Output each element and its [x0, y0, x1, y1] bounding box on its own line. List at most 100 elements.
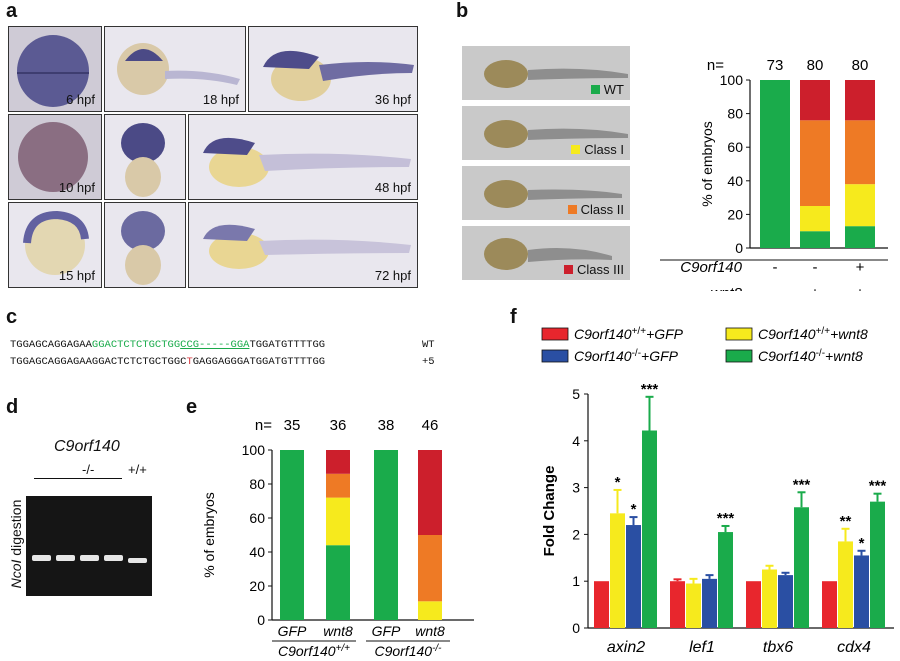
gel-ylabel: NcoI digestion: [8, 499, 24, 589]
embryo-image-15hpf: 15 hpf: [8, 202, 102, 288]
bar-segment: [280, 450, 304, 620]
embryo-image-72hpf: 72 hpf: [188, 202, 418, 288]
embryo-dorsal-icon: [121, 211, 165, 285]
row-value: +: [856, 259, 865, 276]
bar-segment: [326, 450, 350, 474]
bar-segment: [418, 450, 442, 535]
bar: [610, 513, 625, 628]
gel-bands-icon: [32, 555, 147, 563]
y-axis-label: % of embryos: [201, 492, 217, 578]
bar-segment: [800, 120, 830, 206]
embryo-image-72hpf-dorsal: [104, 202, 186, 288]
significance-label: ***: [793, 476, 811, 493]
embryo-larva-icon: [263, 50, 414, 101]
row-value: -: [773, 285, 778, 291]
sequence-wt-label: WT: [422, 339, 435, 351]
bar: [702, 578, 717, 628]
bar: [642, 430, 657, 628]
gel-genotype-mutant: -/-: [82, 462, 95, 477]
gel-genotype-wt: +/+: [128, 462, 147, 477]
significance-label: ***: [717, 510, 735, 527]
panel-c-label: c: [6, 306, 18, 328]
embryo-sphere-icon: [17, 35, 89, 107]
class-label: Class II: [580, 202, 624, 217]
n-value: 46: [422, 417, 439, 434]
larva-photo-class-1: Class I: [462, 106, 630, 160]
larva-icon: [484, 180, 622, 208]
n-value: 73: [767, 57, 784, 74]
bar-segment: [326, 545, 350, 620]
y-tick-label: 0: [257, 612, 265, 628]
row-value: -: [813, 259, 818, 276]
significance-label: *: [631, 501, 637, 518]
bar: [718, 532, 733, 628]
category-label: tbx6: [763, 639, 793, 656]
category-label: wnt8: [415, 623, 445, 639]
bar-segment: [845, 80, 875, 121]
seq-segment-target: GGACTCTCTGCTGG: [91, 339, 181, 351]
larva-photo-class-2: Class II: [462, 166, 630, 220]
y-tick-label: 3: [572, 480, 580, 496]
legend-swatch: [541, 327, 569, 341]
y-tick-label: 40: [249, 544, 265, 560]
panel-b-label: b: [456, 0, 469, 22]
larva-icon: [484, 120, 628, 148]
group-label: C9orf140-/-: [374, 643, 442, 660]
bar: [870, 501, 885, 628]
bar-segment: [845, 226, 875, 248]
group-label: C9orf140+/+: [278, 643, 350, 660]
bar-segment: [845, 120, 875, 185]
y-tick-label: 60: [727, 139, 743, 155]
seq-segment: TGGAGCAGGAGAAGGACTCTCTGCTGGC: [10, 356, 187, 368]
gel-image: [26, 496, 152, 596]
sequence-mutant-label: +5: [422, 356, 435, 368]
category-label: wnt8: [323, 623, 353, 639]
chart-f: C9orf140+/++GFP C9orf140-/-+GFP C9orf140+/…: [541, 326, 894, 656]
significance-label: **: [840, 513, 852, 530]
legend-swatch: [725, 349, 753, 363]
y-tick-label: 40: [727, 173, 743, 189]
larva-icon: [484, 60, 628, 88]
class-label: WT: [603, 82, 624, 97]
bar: [746, 581, 761, 628]
embryo-image-36hpf: 36 hpf: [248, 26, 418, 112]
bar-segment: [326, 497, 350, 546]
row-value: +: [856, 285, 865, 291]
y-tick-label: 100: [720, 72, 744, 88]
n-value: 80: [852, 57, 869, 74]
legend-entry: C9orf140-/-+wnt8: [758, 348, 863, 365]
embryo-sphere-icon: [18, 122, 88, 192]
significance-label: *: [859, 535, 865, 552]
legend-swatch: [725, 327, 753, 341]
legend-entry: C9orf140+/++wnt8: [758, 326, 868, 343]
bar-segment: [326, 473, 350, 498]
sequence-mutant: TGGAGCAGGAGAAGGACTCTCTGCTGGCTGAGGAGGGATG…: [10, 356, 325, 368]
significance-label: ***: [869, 478, 887, 495]
n-value: 80: [807, 57, 824, 74]
stage-label: 36 hpf: [374, 92, 411, 107]
class-label: Class III: [577, 262, 624, 277]
n-label: n=: [707, 57, 724, 74]
y-tick-label: 100: [242, 442, 266, 458]
bar: [594, 581, 609, 628]
legend-entry: C9orf140+/++GFP: [574, 326, 684, 343]
seq-segment: GAGGAGGGATGGATGTTTTGG: [192, 356, 326, 368]
n-value: 38: [378, 417, 395, 434]
y-axis-label: Fold Change: [541, 466, 558, 557]
category-label: cdx4: [837, 639, 871, 656]
n-value: 36: [330, 417, 347, 434]
class-color-swatch: [571, 145, 581, 154]
stage-label: 6 hpf: [66, 92, 95, 107]
embryo-dorsal-icon: [121, 123, 165, 197]
panel-f-label: f: [510, 306, 517, 328]
larva-photo-class-3: Class III: [462, 226, 630, 280]
embryo-larva-icon: [203, 224, 411, 269]
n-value: 35: [284, 417, 301, 434]
embryo-larva-icon: [203, 137, 411, 187]
gel-genotype-line: [34, 478, 122, 479]
bar-segment: [800, 206, 830, 232]
n-label: n=: [255, 417, 272, 434]
stage-label: 15 hpf: [58, 268, 95, 283]
bar: [686, 583, 701, 628]
chart-e: 0 20 40 60 80 100 % of embryos n= 35 36 38 46 GFP wnt…: [201, 417, 474, 660]
